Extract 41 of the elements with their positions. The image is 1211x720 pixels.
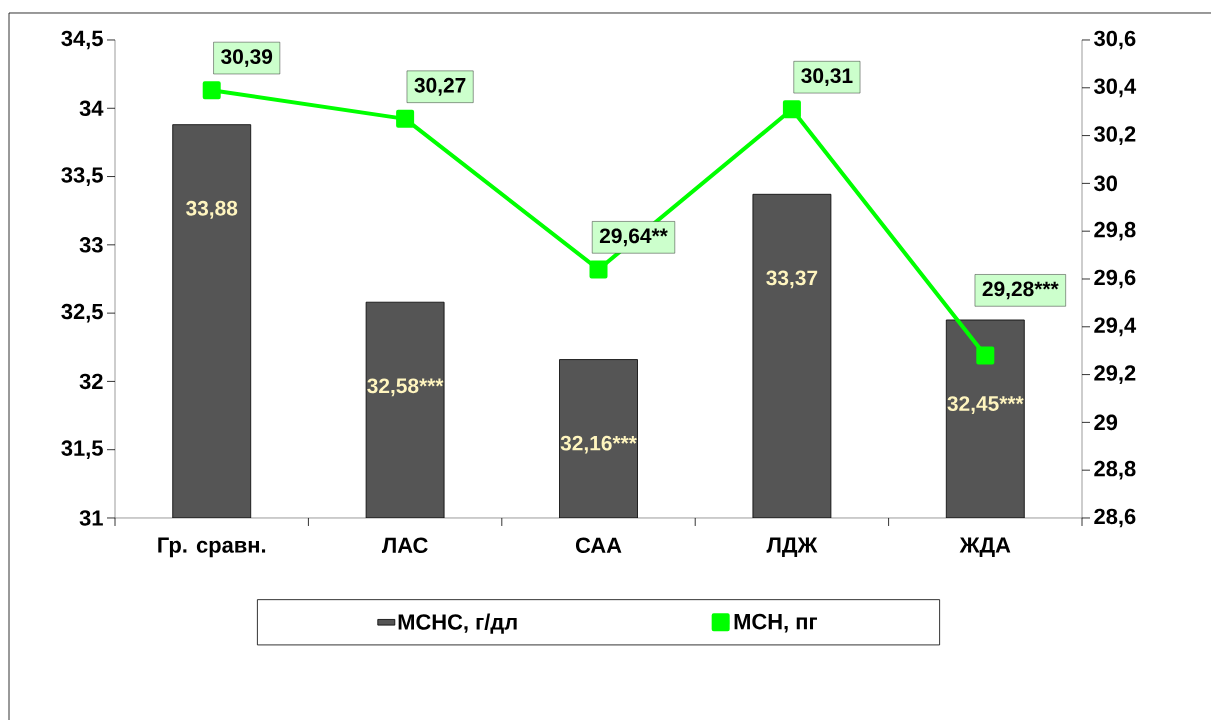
data-label: 33,88 bbox=[186, 200, 238, 219]
y-tick-label: 33 bbox=[79, 237, 103, 253]
x-tick-label: ЛДЖ bbox=[766, 537, 818, 557]
y-tick-label: 31,5 bbox=[61, 440, 103, 460]
y2-tick-label: 29,4 bbox=[1094, 317, 1137, 337]
y2-tick-label: 30,4 bbox=[1094, 78, 1137, 98]
y-tick-label: 34,5 bbox=[61, 30, 103, 50]
data-label: 32,16*** bbox=[560, 435, 637, 454]
point bbox=[202, 81, 221, 100]
data-label: 30,31 bbox=[801, 68, 853, 87]
x-tick-label: САА bbox=[575, 537, 622, 554]
x-tick-label: Гр. сравн. bbox=[158, 537, 266, 558]
data-label: 29,64** bbox=[599, 228, 668, 247]
y2-tick-label: 30,2 bbox=[1094, 126, 1136, 145]
point bbox=[589, 260, 608, 279]
y-tick-label: 34 bbox=[79, 100, 104, 117]
y-tick-label: 32 bbox=[79, 373, 103, 390]
x-tick-label: ЛАС bbox=[381, 537, 428, 554]
legend-label: МСН, пг bbox=[734, 613, 818, 633]
y2-tick-label: 29 bbox=[1094, 414, 1118, 431]
y-tick-label: 32,5 bbox=[61, 303, 103, 323]
y2-tick-label: 29,6 bbox=[1094, 269, 1136, 289]
point bbox=[782, 100, 801, 119]
point bbox=[976, 346, 995, 365]
data-label: 30,39 bbox=[221, 49, 273, 67]
y2-tick-label: 28,8 bbox=[1094, 460, 1136, 480]
data-label: 30,27 bbox=[414, 77, 466, 96]
data-label: 29,28*** bbox=[982, 281, 1059, 300]
data-label: 33,37 bbox=[766, 270, 818, 289]
point bbox=[396, 109, 415, 128]
legend-label: МСНС, г/дл bbox=[398, 613, 517, 634]
y2-tick-label: 30 bbox=[1094, 175, 1118, 192]
y-tick-label: 31 bbox=[79, 510, 103, 526]
y-tick-label: 33,5 bbox=[61, 167, 103, 186]
y2-tick-label: 29,2 bbox=[1094, 365, 1136, 384]
y2-tick-label: 28,6 bbox=[1094, 508, 1136, 528]
data-label: 32,58*** bbox=[367, 378, 444, 397]
y2-tick-label: 29,8 bbox=[1094, 221, 1136, 241]
y2-tick-label: 30,6 bbox=[1094, 30, 1136, 50]
x-tick-label: ЖДА bbox=[959, 537, 1011, 557]
data-label: 32,45*** bbox=[947, 396, 1024, 414]
